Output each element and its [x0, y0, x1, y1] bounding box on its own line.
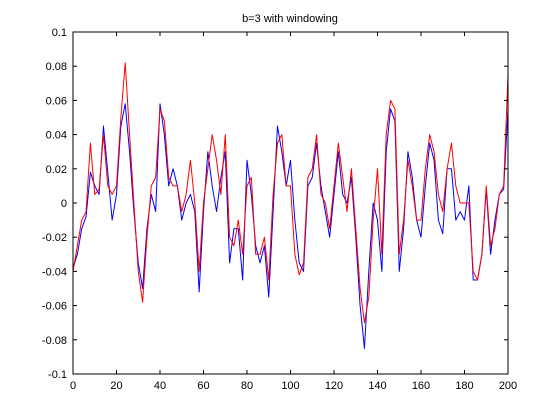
- series-line-2: [72, 62, 509, 324]
- x-tick-label: 0: [70, 380, 76, 392]
- y-tick-label: 0.02: [46, 164, 67, 176]
- y-tick-label: -0.04: [42, 266, 67, 278]
- y-tick-label: -0.1: [48, 369, 67, 381]
- x-tick-label: 40: [154, 380, 166, 392]
- x-tick-label: 180: [455, 380, 473, 392]
- x-tick-label: 80: [241, 380, 253, 392]
- y-tick-label: -0.08: [42, 335, 67, 347]
- y-tick-label: 0: [61, 198, 67, 210]
- plot-area: 0 20 40 60 80 100 120 140 160 180 200 -0.1 -0.08 -0.0…: [42, 27, 517, 392]
- series-line-1: [72, 103, 509, 349]
- y-tick-label: -0.02: [42, 232, 67, 244]
- y-tick-label: 0.04: [46, 130, 67, 142]
- x-tick-label: 200: [499, 380, 517, 392]
- x-tick-label: 120: [325, 380, 343, 392]
- y-tick-label: 0.08: [46, 61, 67, 73]
- x-tick-label: 140: [368, 380, 386, 392]
- x-tick-label: 20: [110, 380, 122, 392]
- y-tick-label: 0.06: [46, 95, 67, 107]
- x-tick-label: 160: [412, 380, 430, 392]
- x-tick-label: 60: [197, 380, 209, 392]
- chart-title: b=3 with windowing: [242, 13, 338, 25]
- y-tick-label: 0.1: [52, 27, 67, 39]
- y-tick-label: -0.06: [42, 301, 67, 313]
- x-tick-label: 100: [281, 380, 299, 392]
